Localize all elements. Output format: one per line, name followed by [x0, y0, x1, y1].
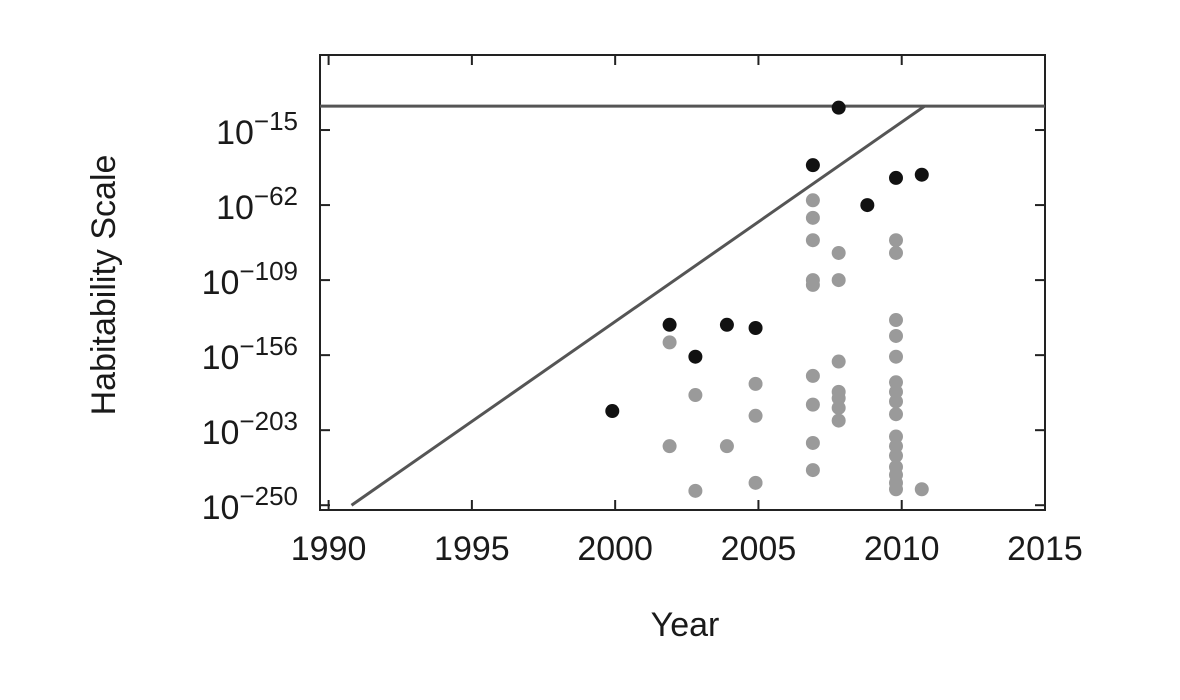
data-point	[748, 408, 763, 423]
y-tick-label: 10−109	[202, 256, 298, 302]
data-point	[805, 158, 820, 173]
data-point	[805, 210, 820, 225]
data-point	[719, 317, 734, 332]
data-point	[688, 388, 703, 403]
data-point	[831, 391, 846, 406]
y-tick-label: 10−250	[202, 481, 298, 527]
y-tick-label: 10−203	[202, 406, 298, 452]
data-point	[860, 198, 875, 213]
data-point	[888, 170, 903, 185]
data-point	[888, 349, 903, 364]
y-tick-label: 10−62	[216, 181, 298, 227]
data-point	[605, 404, 620, 419]
x-tick-label: 1995	[434, 530, 510, 568]
data-point	[748, 321, 763, 335]
data-point	[831, 273, 846, 288]
x-tick-label: 2005	[721, 530, 797, 568]
data-point	[805, 368, 820, 383]
data-point	[805, 435, 820, 450]
data-point	[805, 463, 820, 478]
y-axis-title: Habitability Scale	[85, 155, 123, 416]
y-tick-label: 10−15	[216, 106, 298, 152]
data-point	[831, 245, 846, 260]
data-point	[831, 354, 846, 369]
data-point	[805, 277, 820, 292]
data-point	[688, 349, 703, 364]
x-tick-label: 1990	[291, 530, 367, 568]
data-point	[805, 193, 820, 208]
data-point	[805, 233, 820, 248]
plot-frame	[319, 54, 1046, 511]
y-tick-label: 10−156	[202, 331, 298, 377]
data-point	[888, 407, 903, 422]
data-point	[831, 413, 846, 428]
data-point	[888, 328, 903, 343]
data-point	[888, 482, 903, 497]
data-point	[888, 245, 903, 260]
x-tick-label: 2010	[864, 530, 940, 568]
x-axis-title: Year	[651, 606, 720, 644]
data-point	[888, 313, 903, 328]
data-point	[805, 397, 820, 412]
data-point	[888, 429, 903, 444]
data-point	[662, 439, 677, 454]
data-point	[719, 439, 734, 454]
data-point	[888, 384, 903, 399]
data-point	[831, 100, 846, 115]
data-point	[888, 233, 903, 248]
data-point	[748, 475, 763, 490]
data-point	[888, 448, 903, 463]
trend-line	[350, 104, 926, 507]
data-point	[662, 317, 677, 332]
data-point	[888, 394, 903, 409]
data-point	[888, 439, 903, 454]
data-point	[662, 335, 677, 350]
x-tick-label: 2015	[1007, 530, 1083, 568]
data-point	[914, 482, 929, 497]
data-point	[748, 376, 763, 391]
data-point	[831, 400, 846, 415]
x-tick-label: 2000	[577, 530, 653, 568]
data-point	[888, 375, 903, 390]
data-point	[688, 483, 703, 498]
data-point	[914, 167, 929, 182]
